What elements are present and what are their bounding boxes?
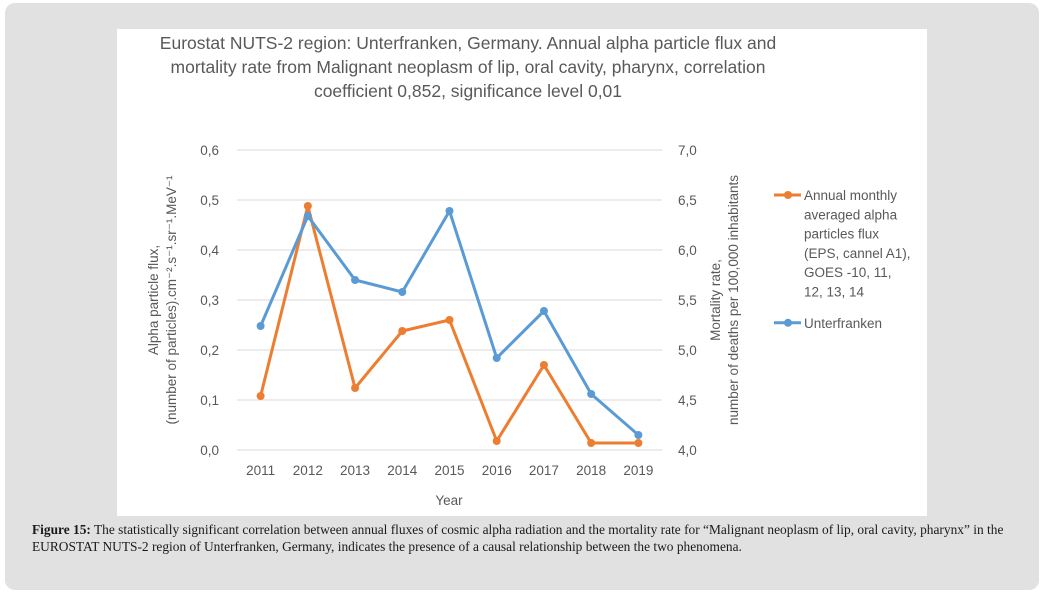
x-axis-ticks: 2011 2012 2013 2014 2015 2016 2017 2018 2019: [246, 463, 653, 478]
y-axis-right-ticks: 4,0 4,5 5,0 5,5 6,0 6,5 7,0: [678, 143, 697, 458]
data-point: [634, 431, 643, 439]
data-point: [539, 361, 548, 369]
data-point: [492, 354, 501, 362]
chart-title-line: mortality rate from Malignant neoplasm o…: [171, 57, 766, 77]
data-point: [256, 392, 265, 400]
data-point: [256, 322, 265, 330]
x-axis-title: Year: [435, 493, 463, 508]
x-tick-label: 2013: [340, 463, 370, 478]
y-left-tick-label: 0,2: [200, 343, 219, 358]
legend-label-line: particles flux: [804, 227, 879, 242]
y-axis-left-title-line: (number of particles).cm⁻².s⁻¹.sr⁻¹.MeV⁻…: [164, 175, 179, 425]
data-point: [634, 439, 643, 447]
legend-label-line: averaged alpha: [804, 207, 898, 222]
data-point: [445, 316, 454, 324]
chart-title-line: coefficient 0,852, significance level 0,…: [314, 81, 622, 101]
y-left-tick-label: 0,4: [200, 243, 219, 258]
caption-text: The statistically significant correlatio…: [32, 522, 1004, 554]
x-tick-label: 2016: [482, 463, 512, 478]
data-point: [398, 288, 407, 296]
y-left-tick-label: 0,5: [200, 193, 219, 208]
data-point: [398, 327, 407, 335]
series-line-alpha-flux: [259, 204, 640, 445]
legend-item: Unterfranken: [774, 316, 882, 331]
x-tick-label: 2012: [293, 463, 323, 478]
y-right-tick-label: 4,5: [678, 393, 697, 408]
legend-label-line: Unterfranken: [804, 316, 882, 331]
legend-label-line: (EPS, cannel A1),: [804, 246, 911, 261]
data-point: [539, 307, 548, 315]
y-axis-left-title-line: Alpha particle flux,: [146, 245, 161, 355]
legend-label-line: 12, 13, 14: [804, 285, 865, 300]
y-left-tick-label: 0,3: [200, 293, 219, 308]
y-left-tick-label: 0,1: [200, 393, 219, 408]
data-point: [587, 390, 596, 398]
data-point: [492, 437, 501, 445]
x-tick-label: 2014: [387, 463, 418, 478]
figure-caption: Figure 15: The statistically significant…: [32, 522, 1017, 555]
data-point: [445, 207, 454, 215]
legend-label-line: GOES -10, 11,: [804, 265, 892, 280]
x-tick-label: 2015: [434, 463, 464, 478]
legend-dot-marker: [784, 191, 792, 199]
gridlines: [237, 149, 662, 451]
data-point: [351, 384, 360, 392]
y-axis-right-title-line: Mortality rate,: [708, 259, 723, 341]
x-tick-label: 2019: [623, 463, 653, 478]
y-right-tick-label: 5,0: [678, 343, 697, 358]
y-right-tick-label: 6,0: [678, 243, 697, 258]
data-point: [303, 212, 312, 220]
data-point: [587, 439, 596, 447]
caption-label: Figure 15:: [32, 522, 91, 537]
chart-title-line: Eurostat NUTS-2 region: Unterfranken, Ge…: [160, 33, 776, 53]
y-right-tick-label: 4,0: [678, 443, 697, 458]
y-left-tick-label: 0,6: [200, 143, 219, 158]
y-axis-left-ticks: 0,0 0,1 0,2 0,3 0,4 0,5 0,6: [200, 143, 219, 458]
axis-labels: Year Alpha particle flux, (number of parti…: [146, 175, 741, 508]
data-point: [351, 276, 360, 284]
y-right-tick-label: 6,5: [678, 193, 697, 208]
x-tick-label: 2018: [576, 463, 606, 478]
x-tick-label: 2011: [246, 463, 275, 478]
legend-dot-marker: [784, 318, 792, 327]
legend-item: Annual monthly averaged alpha particles fl…: [774, 188, 911, 300]
legend: Annual monthly averaged alpha particles fl…: [774, 188, 911, 331]
series: [256, 202, 643, 447]
legend-label-line: Annual monthly: [804, 188, 897, 203]
y-left-tick-label: 0,0: [200, 443, 219, 458]
y-right-tick-label: 5,5: [678, 293, 697, 308]
data-point: [303, 202, 312, 210]
y-axis-right-title-line: number of deaths per 100,000 inhabitants: [726, 175, 741, 425]
y-right-tick-label: 7,0: [678, 143, 697, 158]
chart-title: Eurostat NUTS-2 region: Unterfranken, Ge…: [160, 33, 776, 101]
x-tick-label: 2017: [529, 463, 559, 478]
chart-area: [117, 29, 927, 516]
